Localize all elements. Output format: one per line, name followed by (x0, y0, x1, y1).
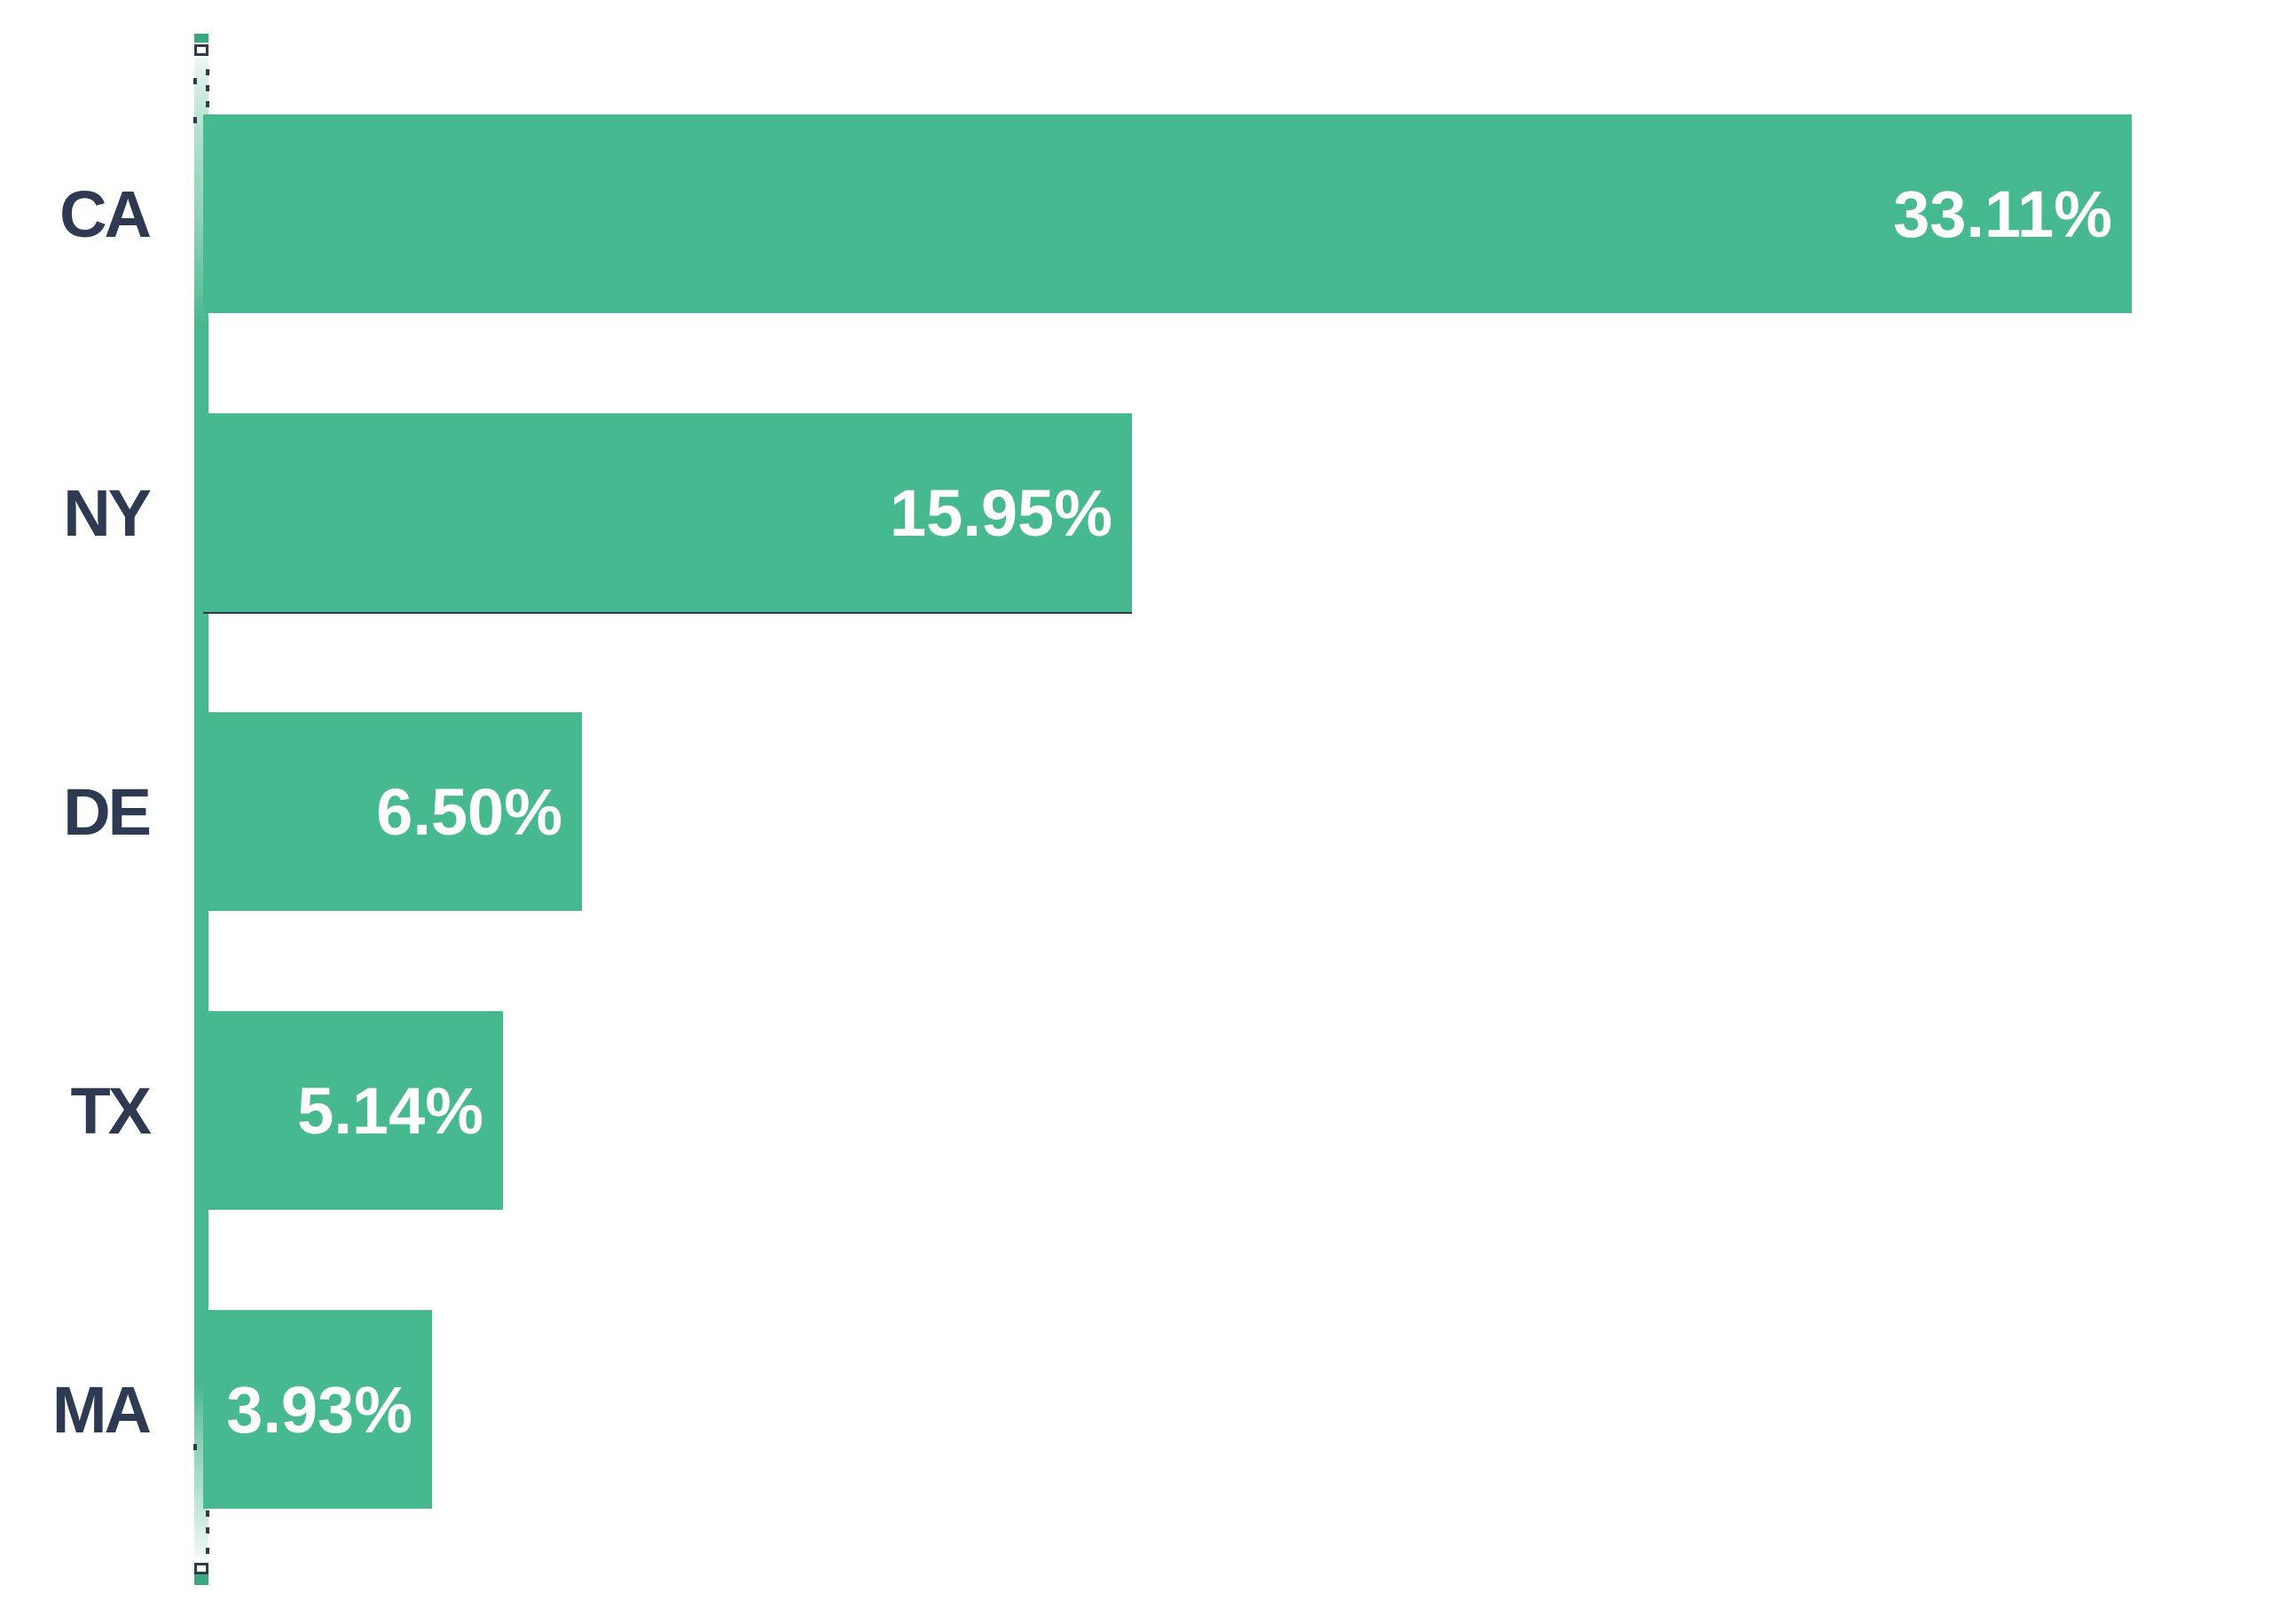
axis-artifact-box-top (194, 44, 208, 56)
category-label-de: DE (63, 774, 152, 849)
bar-ma: 3.93% (203, 1310, 432, 1509)
category-label-ma: MA (51, 1372, 152, 1447)
value-label-de: 6.50% (376, 774, 562, 849)
axis-tick-dash (206, 1527, 209, 1534)
axis-tick-dash (206, 85, 209, 91)
axis-tick-dash (206, 1548, 209, 1554)
axis-tick-dash (206, 101, 209, 107)
value-label-ma: 3.93% (226, 1372, 413, 1447)
category-label-ca: CA (59, 177, 152, 251)
axis-tick-dash (206, 69, 209, 75)
axis-tick-dash (206, 1510, 209, 1517)
value-label-ny: 15.95% (890, 475, 1112, 550)
category-label-ny: NY (63, 475, 152, 550)
bar-ca: 33.11% (203, 114, 2132, 313)
bar-ny: 15.95% (203, 413, 1132, 612)
axis-artifact-box-bottom (194, 1563, 208, 1574)
bar-de: 6.50% (203, 712, 582, 911)
axis-tick-dash (193, 78, 197, 84)
bar-tx: 5.14% (203, 1011, 503, 1210)
category-label-tx: TX (70, 1073, 152, 1148)
value-label-ca: 33.11% (1893, 177, 2112, 251)
value-label-tx: 5.14% (297, 1073, 483, 1148)
axis-tick-dash (193, 117, 197, 123)
axis-tick-dash (193, 1444, 197, 1450)
